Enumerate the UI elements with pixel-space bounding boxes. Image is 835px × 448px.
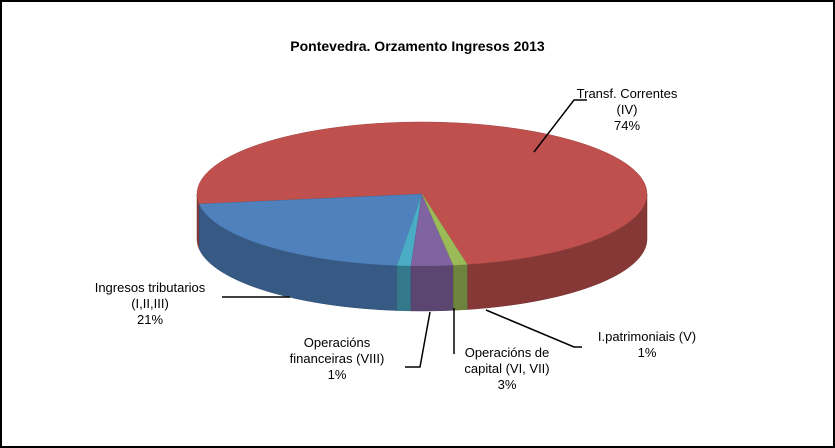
data-label: Operacións de capital (VI, VII) 3% [453, 345, 561, 393]
category-label: Ingresos tributarios (I,II,III) [94, 280, 206, 311]
slices [196, 121, 648, 312]
leader-line [485, 309, 582, 348]
slice [421, 193, 468, 266]
category-label: Operacións de capital (VI, VII) [464, 345, 550, 376]
slice [410, 193, 454, 267]
chart-title: Pontevedra. Orzamento Ingresos 2013 [290, 38, 545, 54]
slice-side [396, 265, 412, 312]
slice [198, 193, 423, 266]
value-label: 1% [637, 345, 657, 360]
category-label: Transf. Correntes (IV) [576, 86, 678, 117]
category-label: Operacións financeiras (VIII) [289, 335, 385, 366]
leader-line [533, 99, 587, 153]
leader-line [405, 311, 431, 368]
value-label: 1% [327, 367, 347, 382]
slice [196, 121, 648, 265]
category-label: I.patrimoniais (V) [597, 329, 697, 344]
slice-side [453, 264, 468, 311]
data-label: Ingresos tributarios (I,II,III) 21% [80, 280, 220, 328]
value-label: 3% [497, 377, 517, 392]
data-label: Transf. Correntes (IV) 74% [566, 86, 688, 134]
slice-side [410, 265, 454, 312]
leader-lines [222, 99, 587, 368]
data-label: Operacións financeiras (VIII) 1% [278, 335, 396, 383]
value-label: 74% [613, 118, 641, 133]
data-label: I.patrimoniais (V) 1% [572, 329, 722, 361]
slice [396, 193, 423, 267]
value-label: 21% [136, 312, 164, 327]
